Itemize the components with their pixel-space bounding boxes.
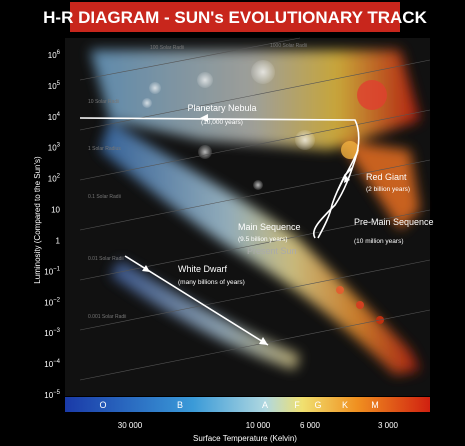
spectral-class: A [262,400,268,410]
annotation-sub: (2 billion years) [366,186,410,193]
annotation-title: Main Sequence [238,222,301,232]
tick-base: 10 [51,206,60,215]
annotation-title: Red Giant [366,172,407,182]
tick-exponent: −4 [53,359,61,365]
tick-exponent: −3 [53,328,61,334]
x-tick-label: 6 000 [300,421,321,430]
radius-label: 0.01 Solar Radii [88,256,124,262]
annotation-title: Planetary Nebula [187,103,256,113]
y-tick-label: 10 [51,206,60,215]
annotation-sub: (9.5 billion years) [238,236,288,243]
radius-label: 0.1 Solar Radii [88,194,121,200]
y-axis-label: Luminosity (Compared to the Sun's) [33,156,42,284]
spectral-class: G [314,400,321,410]
radius-label: 1000 Solar Radii [270,43,307,49]
annotation-sub: (10,000 years) [201,119,243,126]
tick-exponent: −5 [53,390,61,396]
tick-exponent: −2 [53,297,61,303]
annotation-sub: (10 million years) [354,238,404,245]
tick-exponent: −1 [53,266,61,272]
radius-label: 0.001 Solar Radii [88,314,126,320]
spectral-class: B [177,400,183,410]
annotation-title: White Dwarf [178,264,228,274]
tick-base: 1 [56,236,61,245]
radius-label: 100 Solar Radii [150,45,184,51]
annotation-sub: (many billions of years) [178,279,245,286]
x-tick-label: 30 000 [118,421,143,430]
hr-diagram: H-R DIAGRAM - SUN's EVOLUTIONARY TRACK 1… [0,0,465,446]
x-tick-label: 3 000 [378,421,399,430]
radius-label: 1 Solar Radius [88,146,121,152]
annotation-title: Pre-Main Sequence [354,217,434,227]
spectral-class: F [294,400,300,410]
x-tick-label: 10 000 [246,421,271,430]
spectral-class: M [371,400,379,410]
spectral-class: K [342,400,348,410]
title: H-R DIAGRAM - SUN's EVOLUTIONARY TRACK [43,8,427,27]
radius-label: 10 Solar Radii [88,99,119,105]
x-axis-label: Surface Temperature (Kelvin) [193,434,297,443]
spectral-class: O [99,400,106,410]
annotation-title: Present Sun [247,246,297,256]
y-tick-label: 1 [56,236,61,245]
